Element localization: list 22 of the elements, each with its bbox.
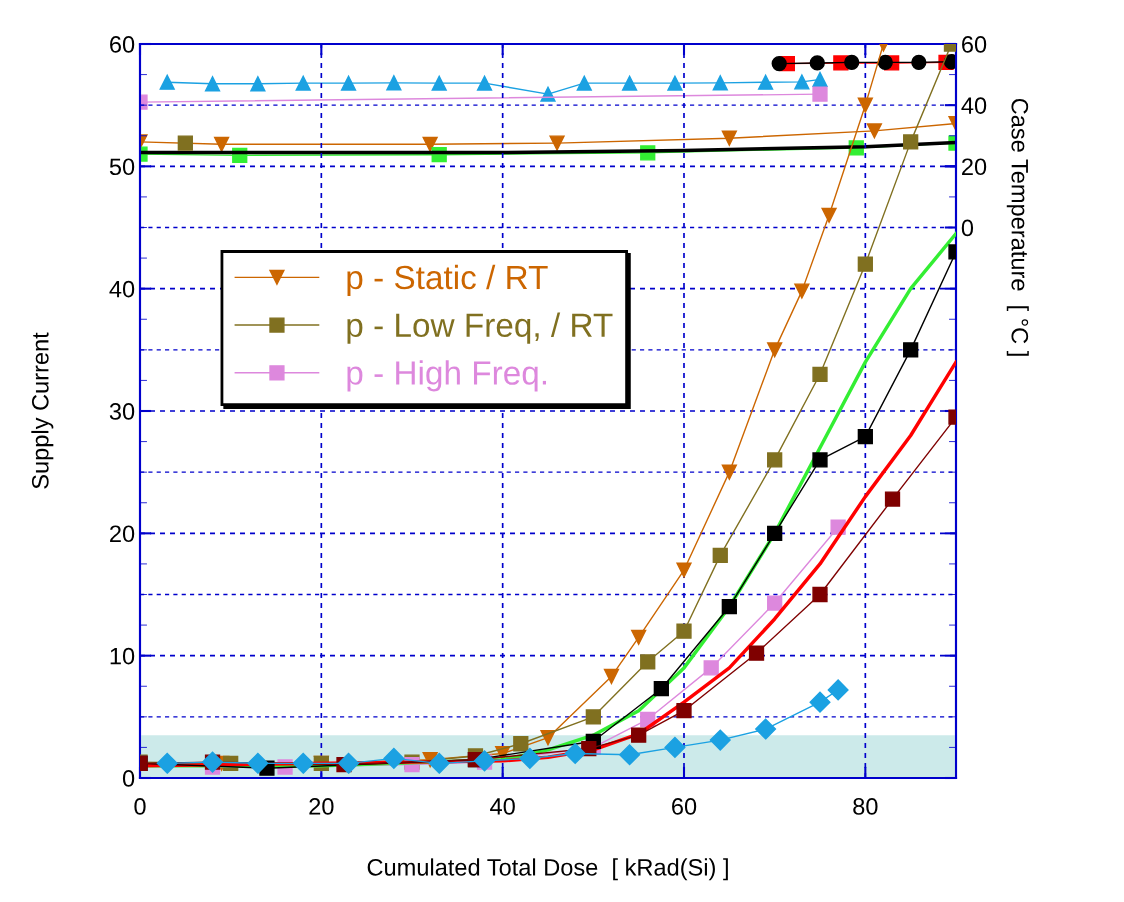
y2-tick-label: 0 <box>961 219 974 237</box>
legend-label: p - Low Freq, / RT <box>347 312 613 344</box>
y-tick-label: 60 <box>110 36 135 53</box>
x-tick-label: 20 <box>309 798 334 815</box>
y-tick-label: 30 <box>109 403 135 420</box>
legend-label: p - Static / RT <box>347 264 548 296</box>
x-tick-label: 0 <box>134 798 146 815</box>
y-tick-label: 40 <box>109 280 135 298</box>
y-axis-title: Supply Current <box>31 332 54 489</box>
y-tick-label: 10 <box>110 647 135 665</box>
x-tick-label: 80 <box>853 798 878 815</box>
y-tick-label: 50 <box>109 158 135 176</box>
x-tick-label: 60 <box>672 798 697 815</box>
x-axis-title: Cumulated Total Dose [ kRad(Si) ] <box>367 858 728 881</box>
y-tick-label: 20 <box>110 525 135 543</box>
y2-tick-label: 60 <box>962 36 987 53</box>
y2-tick-label: 40 <box>961 97 987 114</box>
y-tick-label: 0 <box>122 770 135 787</box>
y2-tick-label: 20 <box>962 158 987 176</box>
y2-axis-title: Case Temperature [ °C ] <box>1006 98 1029 356</box>
legend-label: p - High Freq. <box>347 360 547 392</box>
x-tick-label: 40 <box>490 798 515 815</box>
